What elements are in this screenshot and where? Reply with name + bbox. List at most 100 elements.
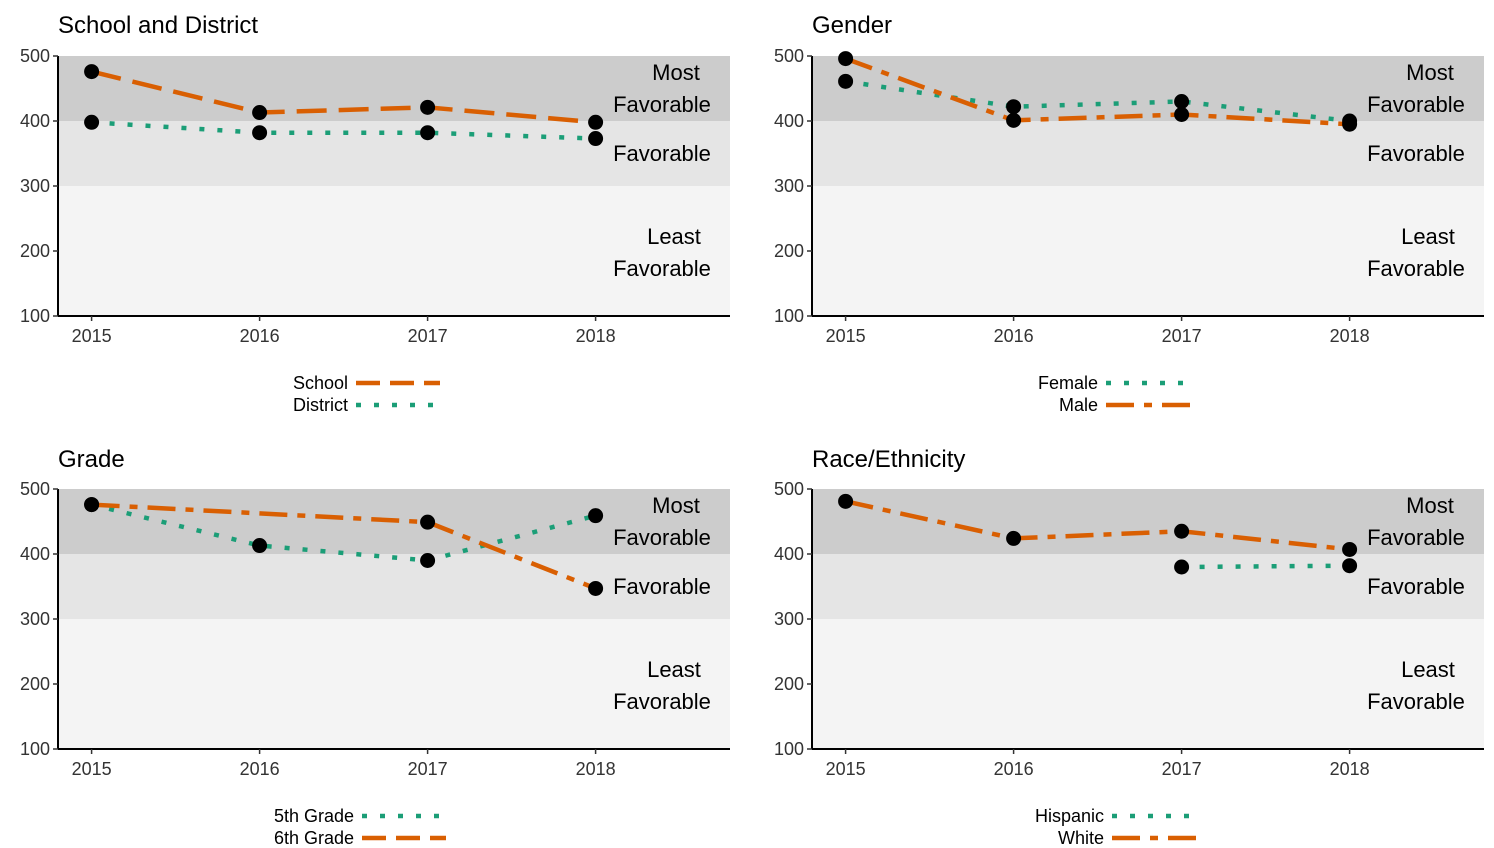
x-tick-label: 2018 <box>1330 326 1370 346</box>
y-tick-label: 200 <box>20 674 50 694</box>
panel-title: Race/Ethnicity <box>812 446 965 473</box>
data-point-white <box>1006 530 1022 546</box>
x-tick-label: 2018 <box>576 326 616 346</box>
series-line-school <box>91 69 596 125</box>
data-point-5th-grade <box>588 508 604 524</box>
x-tick-label: 2015 <box>72 759 112 779</box>
band-favorable <box>58 554 730 619</box>
x-tick-label: 2018 <box>1330 759 1370 779</box>
data-point-hispanic <box>1174 559 1190 575</box>
x-tick-label: 2016 <box>994 759 1034 779</box>
legend-label-5th-grade: 5th Grade <box>274 806 354 826</box>
y-tick-label: 200 <box>774 674 804 694</box>
series-line-female <box>845 79 1350 124</box>
y-tick-label: 200 <box>20 241 50 261</box>
band-favorable <box>812 121 1484 186</box>
x-tick-label: 2015 <box>826 326 866 346</box>
legend-label-district: District <box>293 395 348 415</box>
y-tick-label: 400 <box>774 544 804 564</box>
panel-1: Most Favorable Favorable Least Favorable 100 2… <box>20 12 730 415</box>
legend-label-female: Female <box>1038 373 1098 393</box>
y-tick-label: 300 <box>774 176 804 196</box>
y-tick-label: 300 <box>20 609 50 629</box>
band-least-favorable <box>812 186 1484 316</box>
band-label-most: Most <box>652 60 700 85</box>
legend-label-hispanic: Hispanic <box>1035 806 1104 826</box>
y-tick-label: 400 <box>20 111 50 131</box>
data-point-female <box>1006 99 1022 115</box>
y-tick-label: 100 <box>20 739 50 759</box>
data-point-district <box>84 114 100 130</box>
data-point-school <box>420 99 436 115</box>
band-label-most-favorable: Favorable <box>613 92 711 117</box>
y-tick-label: 500 <box>20 46 50 66</box>
y-tick-label: 300 <box>774 609 804 629</box>
data-point-white <box>1342 541 1358 557</box>
band-favorable <box>58 121 730 186</box>
band-most-favorable <box>812 489 1484 554</box>
band-label-least-favorable: Favorable <box>1367 689 1465 714</box>
data-point-district <box>420 125 436 141</box>
legend-label-white: White <box>1058 828 1104 848</box>
data-point-school <box>588 114 604 130</box>
panel-title: Grade <box>58 446 125 473</box>
legend-label-male: Male <box>1059 395 1098 415</box>
y-tick-label: 100 <box>774 739 804 759</box>
band-label-favorable: Favorable <box>1367 141 1465 166</box>
band-label-least: Least <box>647 224 701 249</box>
series-line-male <box>844 56 1350 127</box>
x-tick-label: 2018 <box>576 759 616 779</box>
band-label-least: Least <box>647 657 701 682</box>
data-point-6th-grade <box>420 514 436 530</box>
band-label-least-favorable: Favorable <box>613 256 711 281</box>
y-tick-label: 400 <box>774 111 804 131</box>
x-tick-label: 2015 <box>72 326 112 346</box>
x-tick-label: 2016 <box>240 326 280 346</box>
band-label-least-favorable: Favorable <box>613 689 711 714</box>
y-tick-label: 200 <box>774 241 804 261</box>
panel-2: Most Favorable Favorable Least Favorable 100 2… <box>774 12 1484 415</box>
band-least-favorable <box>58 186 730 316</box>
band-label-most: Most <box>652 493 700 518</box>
series-line-district <box>91 120 596 141</box>
data-point-male <box>1174 107 1190 122</box>
x-tick-label: 2017 <box>1162 326 1202 346</box>
x-tick-label: 2016 <box>994 326 1034 346</box>
x-tick-label: 2016 <box>240 759 280 779</box>
legend-label-6th-grade: 6th Grade <box>274 828 354 848</box>
data-point-district <box>588 131 604 147</box>
data-point-male <box>1342 116 1358 132</box>
x-tick-label: 2015 <box>826 759 866 779</box>
band-label-least: Least <box>1401 224 1455 249</box>
data-point-female <box>1174 94 1190 109</box>
data-point-school <box>84 64 100 80</box>
data-point-school <box>252 105 268 121</box>
x-tick-label: 2017 <box>408 759 448 779</box>
band-label-favorable: Favorable <box>1367 574 1465 599</box>
panel-title: School and District <box>58 12 258 39</box>
band-least-favorable <box>812 619 1484 749</box>
band-label-least: Least <box>1401 657 1455 682</box>
y-tick-label: 100 <box>20 306 50 326</box>
band-favorable <box>812 554 1484 619</box>
data-point-6th-grade <box>84 497 100 513</box>
band-label-most-favorable: Favorable <box>613 525 711 550</box>
panel-4: Most Favorable Favorable Least Favorable 100 2… <box>774 446 1484 848</box>
y-tick-label: 500 <box>774 46 804 66</box>
data-point-6th-grade <box>588 580 604 596</box>
band-least-favorable <box>58 619 730 749</box>
band-label-favorable: Favorable <box>613 141 711 166</box>
y-tick-label: 100 <box>774 306 804 326</box>
band-label-least-favorable: Favorable <box>1367 256 1465 281</box>
panel-3: Most Favorable Favorable Least Favorable 100 2… <box>20 446 730 848</box>
band-label-most-favorable: Favorable <box>1367 525 1465 550</box>
panel-title: Gender <box>812 12 892 39</box>
data-point-female <box>838 73 854 89</box>
data-point-male <box>1006 112 1022 128</box>
band-label-favorable: Favorable <box>613 574 711 599</box>
legend-label-school: School <box>293 373 348 393</box>
y-tick-label: 300 <box>20 176 50 196</box>
data-point-5th-grade <box>420 553 436 568</box>
y-tick-label: 500 <box>20 479 50 499</box>
